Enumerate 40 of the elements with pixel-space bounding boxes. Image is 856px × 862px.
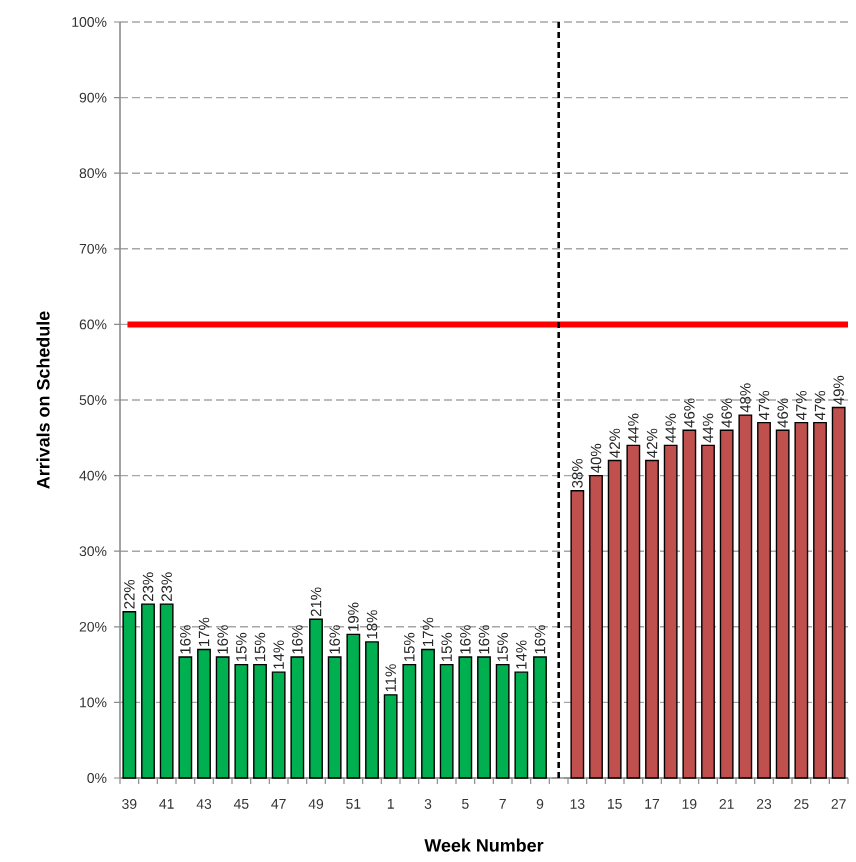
bar xyxy=(309,618,323,779)
bar xyxy=(290,656,305,779)
bar xyxy=(178,656,193,779)
bar xyxy=(682,429,697,779)
bar xyxy=(402,663,417,779)
bar xyxy=(663,444,678,779)
x-axis-title: Week Number xyxy=(424,838,544,852)
bar xyxy=(234,663,249,779)
bar xyxy=(794,421,809,779)
bar xyxy=(439,663,454,779)
bar xyxy=(813,421,827,779)
bar xyxy=(346,633,361,779)
bar xyxy=(383,694,398,779)
bar xyxy=(215,656,230,779)
bar xyxy=(831,406,846,779)
bar xyxy=(253,663,267,779)
bar xyxy=(197,648,211,779)
bar xyxy=(327,656,342,779)
bar xyxy=(757,421,771,779)
bar xyxy=(626,444,641,779)
bar xyxy=(159,603,174,779)
bar xyxy=(495,663,510,779)
bar xyxy=(533,656,547,779)
bar xyxy=(589,474,603,779)
bar xyxy=(122,610,137,779)
bar xyxy=(271,671,286,779)
bar xyxy=(458,656,473,779)
bar xyxy=(645,459,659,779)
bar xyxy=(514,671,529,779)
bar xyxy=(365,641,379,779)
bar xyxy=(738,414,753,779)
bar xyxy=(141,603,155,779)
bar xyxy=(607,459,622,779)
bar xyxy=(570,490,585,779)
bar xyxy=(775,429,790,779)
bar xyxy=(421,648,435,779)
bar xyxy=(719,429,734,779)
y-axis-title: Arrivals on Schedule xyxy=(36,311,50,489)
bar xyxy=(701,444,715,779)
bar xyxy=(477,656,491,779)
